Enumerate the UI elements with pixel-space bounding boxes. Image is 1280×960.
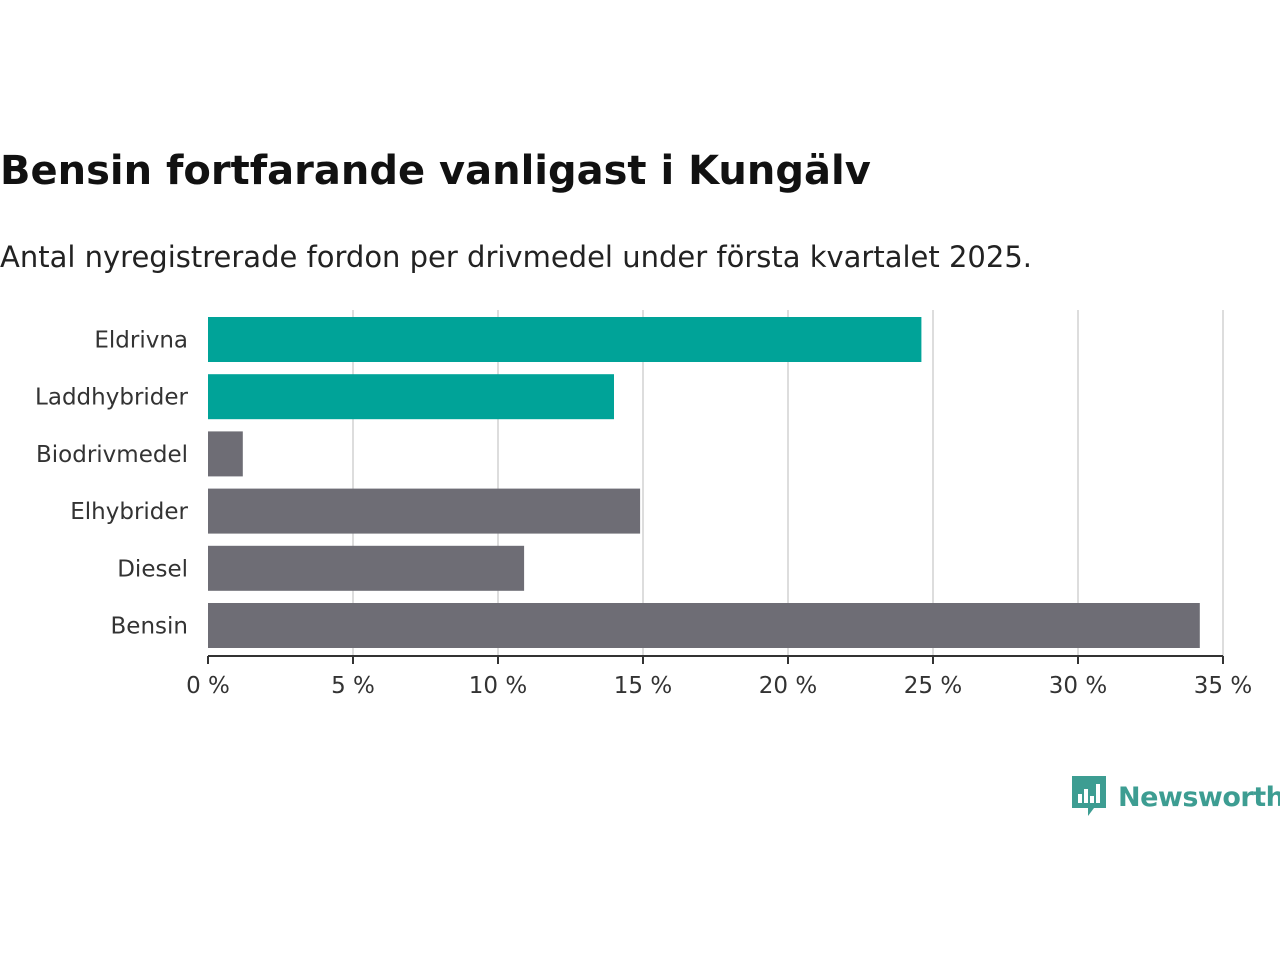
x-tick-label: 15 % [614, 673, 672, 699]
bar [208, 374, 614, 420]
category-label: Biodrivmedel [36, 442, 188, 468]
x-tick-label: 20 % [759, 673, 817, 699]
category-label: Eldrivna [94, 328, 188, 354]
category-label: Bensin [111, 614, 188, 640]
x-tick-label: 25 % [904, 673, 962, 699]
category-label: Laddhybrider [35, 385, 188, 411]
bar [208, 488, 641, 534]
bar [208, 603, 1200, 648]
grid-lines [352, 310, 1224, 656]
brand-name: Newsworthy [1118, 781, 1280, 813]
category-label: Elhybrider [70, 499, 188, 525]
brand-logo: Newsworthy [1072, 776, 1280, 818]
bar [208, 545, 525, 591]
x-tick-label: 10 % [469, 673, 527, 699]
bar-chart: Eldrivna Laddhybrider Biodrivmedel Elhybrid… [35, 310, 1252, 699]
x-tick-label: 5 % [331, 673, 375, 699]
bar [208, 431, 243, 477]
bars [208, 317, 1200, 648]
x-tick-label: 0 % [186, 673, 230, 699]
x-tick-label: 30 % [1049, 673, 1107, 699]
bar-chart-icon [1072, 776, 1106, 816]
category-label: Diesel [117, 556, 188, 582]
x-tick-label: 35 % [1194, 673, 1252, 699]
bar [208, 317, 922, 362]
chart-subtitle: Antal nyregistrerade fordon per drivmede… [0, 240, 1033, 274]
category-labels: Eldrivna Laddhybrider Biodrivmedel Elhybrid… [35, 328, 188, 640]
x-axis: 0 % 5 % 10 % 15 % 20 % 25 % 30 % 35 % [186, 655, 1252, 699]
chart-title: Bensin fortfarande vanligast i Kungälv [0, 148, 871, 194]
